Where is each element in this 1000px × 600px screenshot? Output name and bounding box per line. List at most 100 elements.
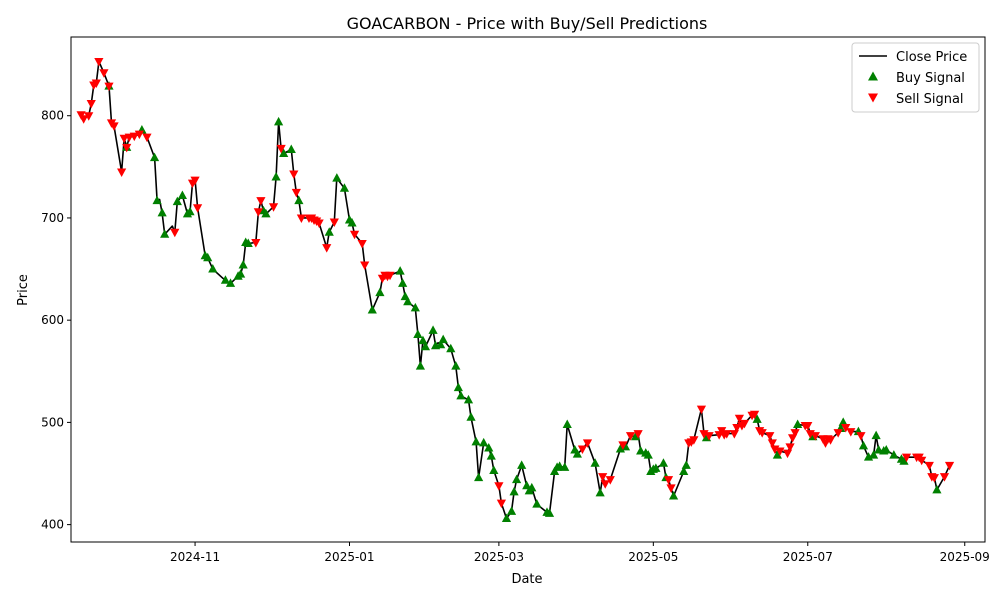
sell-signal-marker [322, 244, 332, 253]
sell-signal-marker [94, 58, 104, 67]
legend: Close Price Buy Signal Sell Signal [851, 42, 980, 113]
sell-signal-marker [289, 170, 299, 179]
sell-signal-marker [577, 445, 588, 454]
chart-title: GOACARBON - Price with Buy/Sell Predicti… [347, 14, 708, 33]
buy-signal-marker [512, 474, 522, 484]
x-tick-label: 2025-05 [628, 550, 678, 564]
legend-close-price-label: Close Price [896, 50, 967, 65]
buy-signal-marker [271, 172, 281, 181]
buy-signal-marker [772, 450, 782, 459]
sell-signal-marker [600, 480, 610, 489]
sell-signal-marker [117, 168, 127, 177]
buy-signal-marker [509, 486, 519, 496]
sell-signal-marker [360, 261, 370, 270]
buy-signal-marker [149, 152, 160, 162]
sell-signal-marker [833, 429, 843, 438]
sell-signal-marker [732, 424, 742, 433]
sell-signal-marker [810, 432, 820, 441]
sell-signal-marker [767, 439, 777, 448]
x-axis: 2024-11 2025-01 2025-03 2025-05 2025-07 2025-… [170, 542, 990, 564]
sell-signal-marker [775, 447, 785, 457]
buy-signal-marker [681, 460, 691, 469]
sell-signal-marker [929, 474, 939, 483]
buy-signal-marker [453, 382, 463, 392]
sell-signal-marker [722, 430, 732, 439]
buy-signal-marker [172, 196, 182, 206]
sell-signal-marker [291, 188, 301, 198]
buy-signal-marker [451, 361, 461, 370]
sell-signal-marker [825, 436, 836, 445]
sell-signal-marker [739, 419, 750, 429]
buy-signal-marker [418, 335, 428, 345]
x-tick-label: 2025-07 [783, 550, 833, 564]
sell-signal-marker [99, 69, 109, 78]
legend-buy-signal-label: Buy Signal [896, 71, 965, 86]
sell-signal-marker [605, 476, 615, 485]
buy-signal-marker [590, 458, 600, 467]
x-tick-label: 2025-01 [324, 550, 374, 564]
buy-signal-marker [185, 206, 195, 216]
sell-signal-marker [633, 430, 643, 439]
sell-signal-marker [689, 436, 699, 445]
buy-signal-marker [636, 446, 646, 455]
buy-signal-marker [324, 227, 334, 236]
x-tick-label: 2024-11 [170, 550, 220, 564]
sell-signal-marker [142, 133, 152, 143]
buy-signal-marker [203, 252, 213, 262]
buy-signal-marker [395, 266, 405, 275]
legend-sell-signal-label: Sell Signal [896, 92, 964, 107]
sell-signal-marker [750, 410, 760, 420]
buy-signal-marker [339, 183, 350, 192]
buy-signal-marker [332, 173, 342, 182]
buy-signal-marker [466, 412, 476, 421]
buy-signal-marker [474, 472, 484, 482]
sell-signal-marker [582, 439, 593, 448]
sell-signal-marker [385, 271, 395, 281]
buy-signal-marker [157, 207, 167, 217]
buy-signal-marker [208, 264, 218, 273]
buy-signal-marker [243, 238, 253, 247]
buy-signal-marker [367, 304, 377, 314]
buy-signal-marker [544, 508, 555, 517]
sell-signal-marker [134, 130, 144, 140]
buy-signal-marker [651, 463, 661, 472]
buy-signal-marker [403, 296, 413, 306]
buy-signal-marker [415, 361, 425, 370]
buy-signal-marker [881, 444, 891, 454]
sell-signal-marker [696, 405, 707, 415]
buy-signal-marker [793, 419, 803, 428]
sell-signal-marker [782, 449, 793, 459]
buy-signal-marker [220, 275, 231, 284]
buy-signal-marker [899, 456, 909, 465]
buy-signal-marker [858, 440, 869, 450]
sell-signal-marker [841, 424, 851, 433]
sell-signal-marker [944, 461, 955, 471]
buy-signal-marker [398, 278, 408, 287]
sell-signal-marker [598, 473, 608, 482]
buy-signal-marker [428, 325, 438, 334]
y-axis-label: Price [16, 274, 31, 306]
sell-signal-marker [939, 473, 950, 482]
buy-signal-marker [752, 414, 762, 423]
buy-signal-marker [375, 287, 385, 297]
sell-signal-marker [190, 176, 200, 186]
buy-signal-marker [889, 450, 899, 459]
plot-frame [70, 36, 986, 543]
buy-signal-marker [225, 278, 236, 287]
sell-signal-marker [91, 79, 101, 89]
sell-signal-marker [170, 228, 180, 238]
x-axis-label: Date [511, 572, 542, 587]
sell-signal-marker [729, 430, 739, 439]
buy-signal-marker [420, 341, 431, 351]
sell-signal-marker [618, 441, 628, 450]
buy-signal-marker [868, 450, 879, 459]
buy-signal-marker [274, 116, 284, 126]
sell-signal-marker [496, 499, 507, 509]
buy-signal-marker [932, 484, 942, 494]
buy-signal-marker [152, 195, 162, 205]
buy-signal-marker [160, 229, 170, 238]
sell-signal-marker [785, 443, 795, 452]
sell-signal-marker [129, 132, 139, 142]
sell-signal-marker [856, 432, 866, 441]
